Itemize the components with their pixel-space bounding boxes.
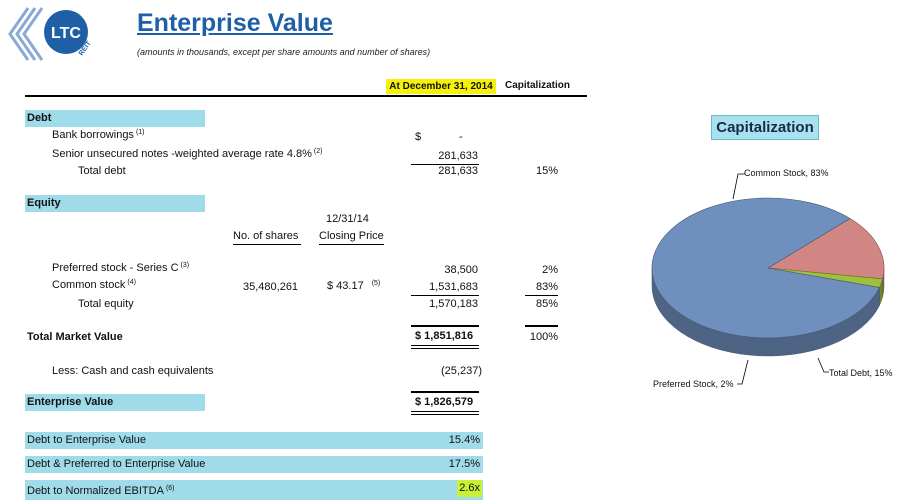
debt-heading: Debt (25, 110, 205, 127)
rule (411, 411, 479, 412)
ratio-row-debt-preferred-to-ev: Debt & Preferred to Enterprise Value 17.… (25, 456, 483, 473)
company-logo: LTC REIT (6, 4, 96, 64)
bank-value: - (459, 131, 463, 143)
ratio-row-debt-to-ev: Debt to Enterprise Value 15.4% (25, 432, 483, 449)
total-equity-label: Total equity (78, 298, 134, 310)
bank-currency: $ (415, 131, 422, 143)
ratio-label: Debt to Enterprise Value (27, 434, 147, 446)
common-stock-pct: 83% (535, 281, 558, 293)
total-market-value-pct: 100% (529, 331, 558, 343)
enterprise-value-label: Enterprise Value (25, 394, 205, 411)
header-rule (25, 95, 587, 97)
ratio-label: Debt & Preferred to Enterprise Value (27, 458, 206, 470)
equity-heading: Equity (25, 195, 205, 212)
rule (411, 345, 479, 346)
total-market-value-label: Total Market Value (27, 331, 123, 343)
label-preferred-stock: Preferred Stock, 2% (653, 379, 734, 389)
note-ref: (1) (135, 129, 145, 136)
shares-column-header: No. of shares (233, 230, 299, 242)
preferred-stock-label: Preferred stock - Series C (52, 262, 179, 274)
note-ref: (6) (165, 485, 175, 492)
total-equity-pct: 85% (535, 298, 558, 310)
senior-notes-value: 281,633 (438, 150, 478, 162)
label-common-stock: Common Stock, 83% (744, 168, 829, 178)
date-column-header: At December 31, 2014 (386, 79, 496, 94)
rule (411, 295, 479, 296)
common-stock-label: Common stock (52, 279, 126, 291)
common-stock-value: 1,531,683 (429, 281, 478, 293)
page-subtitle: (amounts in thousands, except per share … (137, 47, 431, 57)
leader-line-preferred (737, 359, 749, 385)
note-ref: (4) (127, 279, 136, 286)
preferred-stock-value: 38,500 (444, 264, 478, 276)
rule (319, 244, 384, 245)
total-market-value: $ 1,851,816 (415, 330, 474, 342)
note-ref: (5) (371, 280, 381, 287)
total-debt-value: 281,633 (438, 165, 478, 177)
rule (411, 348, 479, 349)
common-stock-row: Common stock (4) (52, 279, 136, 291)
total-debt-label: Total debt (78, 165, 126, 177)
ratio-value: 15.4% (448, 434, 480, 446)
bank-borrowings-label: Bank borrowings (52, 129, 134, 141)
rule (411, 391, 479, 393)
capitalization-column-header: Capitalization (505, 80, 571, 91)
page-title: Enterprise Value (137, 9, 333, 37)
common-shares: 35,480,261 (243, 281, 299, 293)
bank-borrowings-row: Bank borrowings (1) (52, 129, 145, 141)
cash-value: (25,237) (441, 365, 482, 377)
common-price: $ 43.17 (327, 280, 364, 292)
note-ref: (2) (313, 148, 323, 155)
ratio-value: 17.5% (448, 458, 480, 470)
logo-text: LTC (51, 25, 81, 42)
total-debt-pct: 15% (535, 165, 558, 177)
common-price-cell: $ 43.17 (5) (327, 280, 380, 292)
total-equity-value: 1,570,183 (429, 298, 478, 310)
closing-price-header-line2: Closing Price (319, 230, 384, 242)
ratio-label: Debt to Normalized EBITDA (27, 485, 164, 497)
rule (525, 325, 558, 327)
rule (411, 414, 479, 415)
note-ref: (3) (180, 262, 190, 269)
senior-notes-row: Senior unsecured notes -weighted average… (52, 148, 322, 160)
senior-notes-label: Senior unsecured notes -weighted average… (52, 148, 312, 160)
preferred-stock-pct: 2% (542, 264, 558, 276)
pie-slice-common-stock (651, 197, 880, 339)
ratio-value: 2.6x (457, 480, 482, 497)
rule (411, 325, 479, 327)
label-total-debt: Total Debt, 15% (829, 368, 893, 378)
ltc-logo-icon: LTC REIT (8, 7, 93, 61)
leader-line-common (732, 173, 745, 200)
pie-slice-total-debt (767, 218, 885, 280)
rule (233, 244, 301, 245)
preferred-stock-row: Preferred stock - Series C (3) (52, 262, 189, 274)
rule (411, 164, 479, 165)
cash-label: Less: Cash and cash equivalents (52, 365, 214, 377)
enterprise-value: $ 1,826,579 (415, 396, 474, 408)
leader-line-debt (817, 357, 829, 373)
rule (525, 295, 558, 296)
closing-price-header-line1: 12/31/14 (326, 213, 369, 225)
chart-title: Capitalization (711, 115, 819, 140)
ratio-row-debt-to-ebitda: Debt to Normalized EBITDA (6) 2.6x (25, 480, 483, 500)
